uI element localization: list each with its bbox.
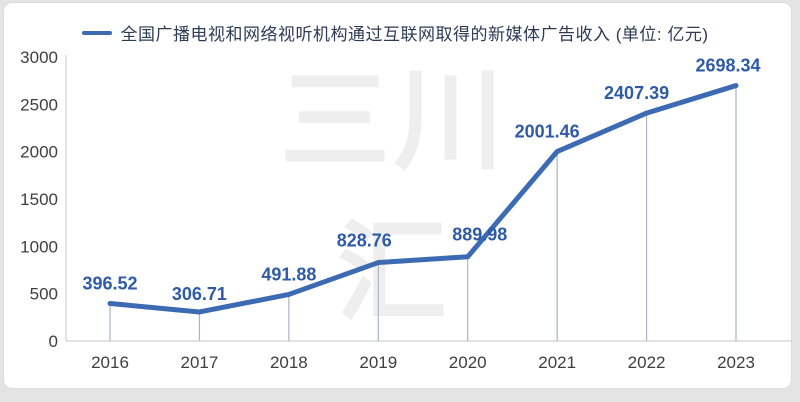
y-tick-label: 2000 bbox=[20, 143, 58, 162]
x-tick-label: 2023 bbox=[717, 353, 755, 372]
x-tick-label: 2016 bbox=[91, 353, 129, 372]
data-label: 889.98 bbox=[452, 225, 507, 245]
x-tick-label: 2020 bbox=[449, 353, 487, 372]
y-tick-label: 500 bbox=[30, 285, 58, 304]
y-tick-label: 2500 bbox=[20, 95, 58, 114]
series-line bbox=[107, 83, 739, 315]
chart-card bbox=[3, 2, 792, 389]
x-tick-label: 2017 bbox=[181, 353, 219, 372]
x-tick-label: 2019 bbox=[359, 353, 397, 372]
x-tick-label: 2021 bbox=[538, 353, 576, 372]
legend-line-marker bbox=[81, 30, 112, 35]
data-label: 491.88 bbox=[261, 264, 316, 284]
y-tick-label: 0 bbox=[49, 332, 58, 351]
x-tick-label: 2018 bbox=[270, 353, 308, 372]
x-tick-label: 2022 bbox=[628, 353, 666, 372]
legend: 全国广播电视和网络视听机构通过互联网取得的新媒体广告收入 (单位: 亿元) bbox=[0, 20, 790, 45]
data-label: 396.52 bbox=[82, 273, 137, 293]
data-label: 2001.46 bbox=[515, 122, 580, 142]
data-label: 828.76 bbox=[337, 231, 392, 251]
data-label: 306.71 bbox=[172, 284, 227, 304]
data-label: 2698.34 bbox=[695, 56, 760, 76]
y-tick-label: 1000 bbox=[20, 237, 58, 256]
y-tick-label: 1500 bbox=[20, 190, 58, 209]
data-label: 2407.39 bbox=[604, 83, 669, 103]
legend-label: 全国广播电视和网络视听机构通过互联网取得的新媒体广告收入 (单位: 亿元) bbox=[120, 25, 709, 44]
y-tick-label: 3000 bbox=[20, 48, 58, 67]
